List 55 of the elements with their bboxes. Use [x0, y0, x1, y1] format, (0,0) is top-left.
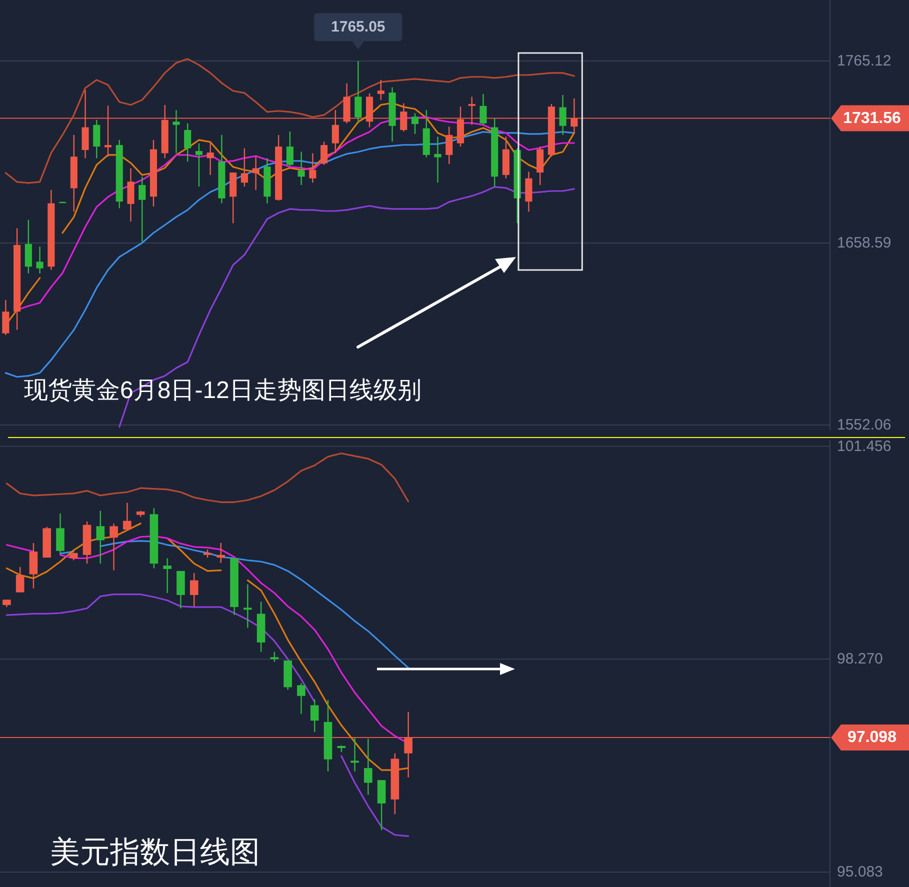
- line-series: [4, 131, 575, 378]
- candlestick: [24, 219, 32, 274]
- candlestick: [163, 558, 172, 594]
- y-tick-label: 98.270: [837, 650, 883, 668]
- y-tick-label: 95.083: [837, 864, 883, 881]
- annotation: 1765.05: [314, 13, 402, 50]
- candlestick: [298, 151, 305, 186]
- candlestick: [206, 141, 214, 176]
- candlestick: [411, 112, 419, 135]
- candlestick: [172, 109, 180, 154]
- candlestick: [190, 572, 198, 607]
- candlestick: [184, 122, 192, 162]
- candlestick: [536, 146, 544, 186]
- candlestick: [364, 738, 372, 796]
- candlestick: [29, 542, 38, 589]
- candlestick: [16, 566, 24, 593]
- candlestick: [36, 246, 44, 274]
- candlestick: [297, 682, 306, 715]
- candlestick: [480, 93, 487, 126]
- text: 美元指数日线图: [50, 836, 260, 869]
- candlestick: [286, 130, 294, 166]
- candlestick: [216, 542, 226, 564]
- candlestick: [309, 152, 316, 184]
- y-tick-label: 1765.12: [837, 52, 892, 70]
- candlestick: [93, 119, 100, 159]
- candlestick: [56, 512, 64, 554]
- candlestick: [110, 522, 118, 571]
- candlestick: [127, 168, 134, 222]
- candlestick: [244, 584, 252, 628]
- line-series: [6, 452, 410, 503]
- candlestick: [195, 142, 202, 188]
- y-tick-label: 1658.59: [837, 234, 892, 252]
- candlestick: [377, 779, 386, 831]
- candlestick: [252, 156, 260, 191]
- candlestick: [350, 736, 359, 772]
- y-tick-label: 1552.06: [837, 416, 892, 434]
- candlestick: [240, 148, 248, 188]
- candlestick: [270, 651, 279, 662]
- annotation: 1765.05: [331, 18, 386, 36]
- candlestick: [2, 299, 10, 336]
- candlestick: [525, 171, 532, 212]
- candlestick: [138, 176, 146, 242]
- candlestick: [320, 141, 328, 166]
- line-series: [4, 58, 575, 184]
- candlestick: [310, 698, 319, 733]
- candlestick: [96, 510, 105, 564]
- candlestick: [123, 502, 132, 530]
- ref-line-label: 97.098: [848, 728, 897, 746]
- candlestick: [434, 136, 442, 184]
- ref-line-label: 1731.56: [843, 110, 902, 127]
- candlestick: [559, 94, 566, 136]
- candlestick: [446, 126, 453, 165]
- candlestick: [377, 79, 384, 101]
- y-tick-label: 101.456: [837, 438, 892, 455]
- candlestick: [354, 60, 362, 124]
